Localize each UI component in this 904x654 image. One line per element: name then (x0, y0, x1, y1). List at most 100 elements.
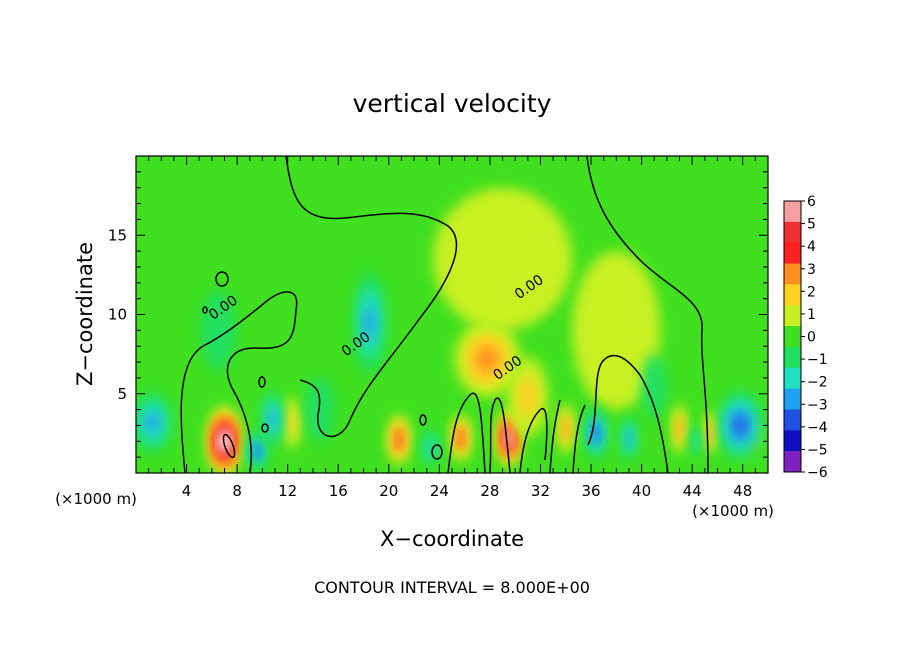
zero-contour-island-4 (431, 444, 443, 460)
colorbar-swatch (784, 263, 801, 285)
colorbar-swatch (784, 367, 801, 390)
zero-contour-wave-4 (549, 399, 561, 473)
y-axis: 5 10 15 (108, 171, 768, 458)
field-feature (507, 357, 549, 437)
x-tick-label: 12 (278, 482, 297, 500)
field-feature (247, 431, 268, 470)
field-level--2 (425, 438, 436, 458)
x-tick-label: 20 (379, 482, 398, 500)
colorbar-swatch (784, 242, 801, 265)
x-tick-label: 4 (182, 482, 192, 500)
x-tick-label: 8 (232, 482, 242, 500)
zero-contour-wave-5 (572, 404, 586, 473)
field-level--3 (364, 305, 376, 340)
colorbar-label: 1 (807, 307, 816, 323)
field-level-3 (676, 420, 683, 438)
x-tick-label: 36 (581, 482, 600, 500)
field-feature (353, 271, 387, 374)
field-feature (433, 187, 573, 331)
zero-contour-upper (285, 156, 458, 438)
field-feature (641, 354, 667, 418)
colorbar-label: −2 (807, 375, 828, 391)
colorbar-label: −4 (807, 420, 828, 436)
field-peak-core (219, 431, 230, 452)
field-feature (261, 390, 284, 448)
x-tick-label: 48 (733, 482, 752, 500)
y-tick-label: 5 (117, 385, 127, 403)
field-level-1 (572, 251, 661, 410)
colorbar-label: 4 (807, 239, 816, 255)
colorbar-swatch (784, 430, 801, 452)
colorbar-label: 0 (807, 330, 816, 346)
field-feature (556, 403, 575, 454)
contour-interval-label: CONTOUR INTERVAL = 8.000E+00 (314, 578, 590, 597)
field-feature (689, 425, 703, 458)
colorbar-label: 6 (807, 194, 816, 210)
field-level-3 (562, 420, 569, 438)
field-feature (200, 290, 236, 370)
zero-contour-right (586, 156, 709, 473)
colorbar-label: −3 (807, 397, 828, 413)
x-axis-label: X−coordinate (380, 527, 524, 551)
field-level--4 (593, 427, 599, 440)
zero-contours (180, 156, 709, 473)
zero-contour-island-5 (419, 414, 427, 426)
field-feature (671, 403, 688, 454)
zero-contour-island-1 (215, 271, 229, 287)
zero-contour-wave-3 (519, 407, 548, 473)
field-feature (717, 390, 763, 461)
colorbar: 6 5 4 3 2 1 0 −1 −2 −3 −4 −5 −6 (783, 194, 828, 481)
colorbar-swatch (784, 201, 801, 223)
field-feature (136, 392, 173, 453)
field-feature (450, 414, 471, 462)
zero-contour-wave-1 (447, 392, 486, 473)
field-level-3 (476, 346, 499, 372)
field-level-1 (433, 187, 573, 331)
zero-contour-core-left (222, 433, 236, 459)
zero-contour-island-2 (258, 376, 266, 388)
field-level-2 (286, 409, 297, 435)
field-level--1 (641, 354, 667, 418)
zero-contour-left (180, 291, 298, 473)
colorbar-swatch (784, 305, 801, 327)
field-level--4 (254, 446, 260, 456)
field-feature (420, 428, 441, 467)
colorbar-swatch (784, 388, 801, 410)
field-feature (387, 414, 411, 466)
chart-title: vertical velocity (353, 89, 552, 118)
field-feature (454, 320, 521, 397)
colorbar-label: −5 (807, 442, 828, 458)
x-unit-label-left: (×1000 m) (55, 490, 137, 508)
colorbar-label: −6 (807, 465, 828, 481)
x-tick-label: 16 (329, 482, 348, 500)
field-feature (281, 396, 302, 448)
field-level-2 (517, 377, 538, 417)
field-level--1 (200, 290, 236, 370)
zero-contour-wave-2 (489, 397, 511, 473)
x-tick-label: 32 (531, 482, 550, 500)
velocity-field (136, 187, 763, 473)
field-feature (584, 408, 608, 459)
x-unit-label-right: (×1000 m) (692, 502, 774, 520)
field-feature (572, 251, 661, 410)
colorbar-swatch (784, 451, 801, 473)
field-level--4 (734, 416, 746, 435)
colorbar-label: 2 (807, 284, 816, 300)
plot-area: 0.000.000.000.00 (135, 155, 769, 474)
colorbar-swatch (784, 284, 801, 306)
zero-contour-right-inner (587, 354, 669, 473)
y-axis-label: Z−coordinate (73, 242, 97, 386)
field-level--3 (145, 412, 160, 433)
field-level-4 (396, 433, 402, 447)
plot-background (136, 156, 768, 473)
field-level--3 (626, 430, 632, 446)
zero-contour-island-6 (202, 306, 208, 314)
field-feature (620, 415, 638, 461)
y-tick-label: 10 (108, 306, 127, 324)
x-axis: 4 8 12 16 20 24 28 32 36 40 44 48 (148, 156, 756, 500)
field-level--3 (268, 409, 277, 429)
colorbar-label: 3 (807, 262, 816, 278)
field-level--2 (692, 433, 700, 450)
colorbar-label: −1 (807, 352, 828, 368)
